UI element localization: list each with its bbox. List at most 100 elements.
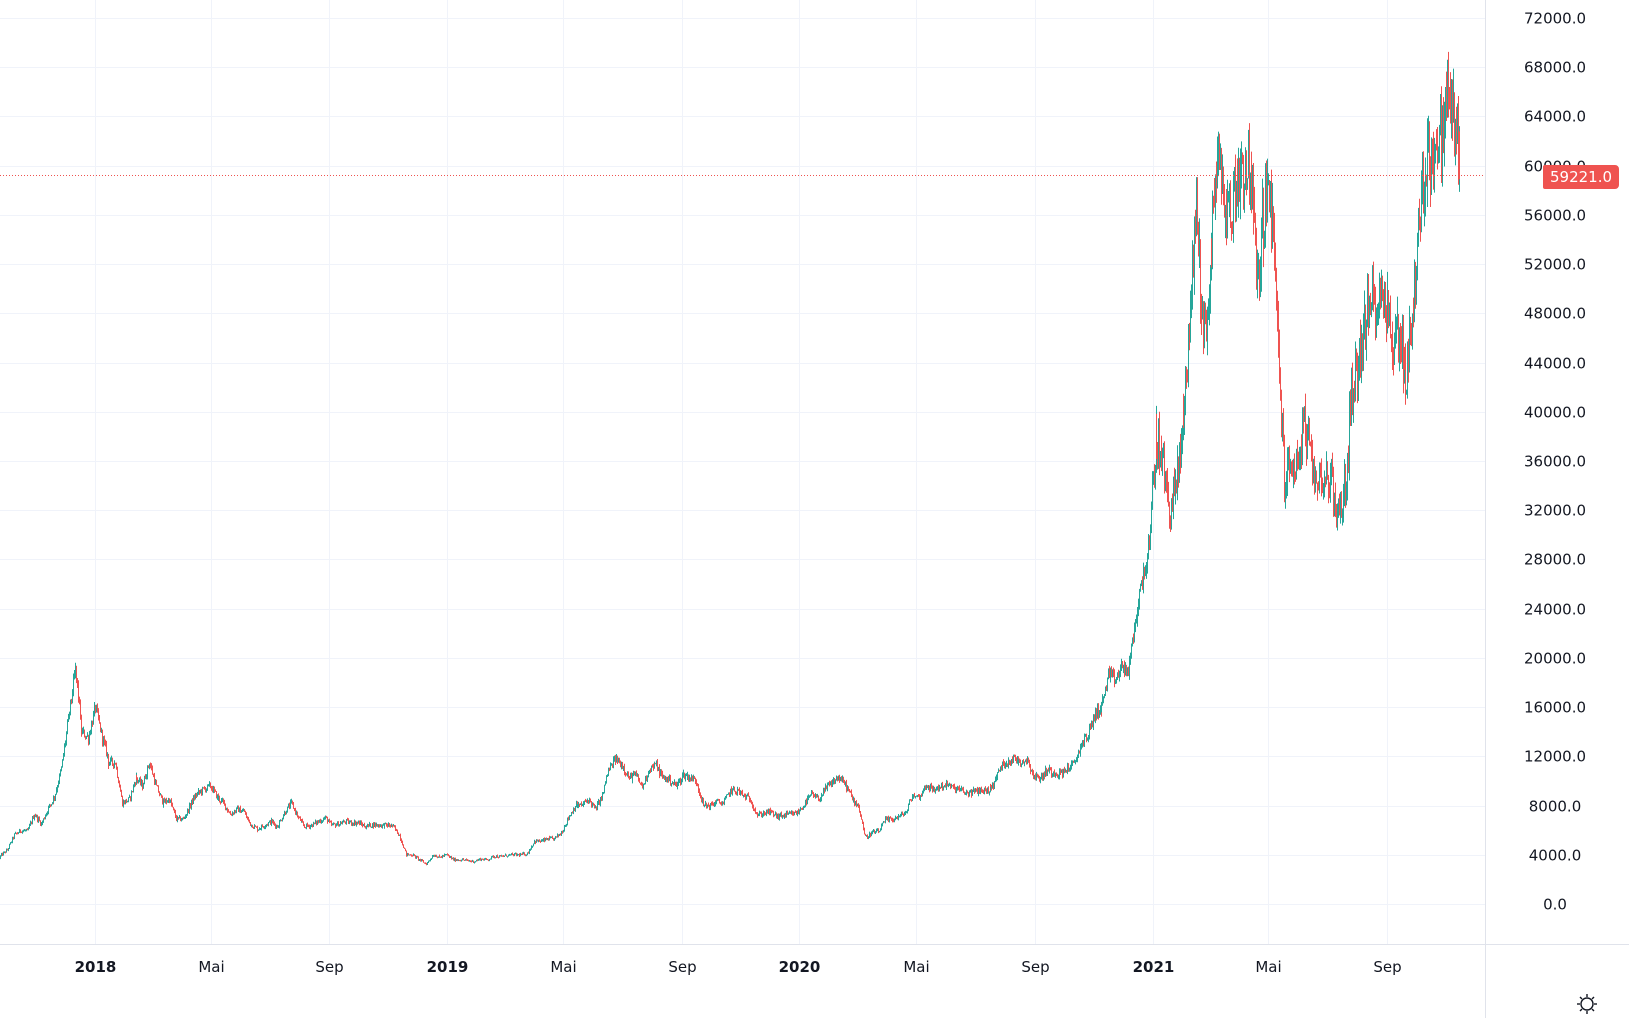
- candle: [167, 800, 168, 803]
- candle: [681, 778, 682, 785]
- candle: [739, 787, 740, 796]
- candle-body: [1291, 464, 1292, 466]
- candle: [116, 762, 117, 770]
- candle: [515, 852, 516, 855]
- candle: [998, 768, 999, 773]
- candle: [1260, 256, 1261, 298]
- time-tick-label: Sep: [315, 958, 343, 976]
- candle-body: [906, 812, 907, 814]
- candle-body: [984, 787, 985, 794]
- candle: [1448, 51, 1449, 118]
- candle: [1256, 227, 1257, 290]
- candle-body: [483, 859, 484, 861]
- time-tick-label: 2019: [427, 958, 469, 976]
- candle: [444, 853, 445, 857]
- candle: [312, 824, 313, 828]
- candle-body: [1103, 697, 1104, 700]
- candle-body: [474, 861, 475, 863]
- candle-body: [756, 812, 757, 815]
- candle: [276, 824, 277, 830]
- candle-body: [638, 775, 639, 780]
- candle-body: [108, 753, 109, 760]
- candle: [1131, 643, 1132, 659]
- candle-body: [212, 788, 213, 792]
- candle-body: [1098, 706, 1099, 716]
- candle-body: [182, 818, 183, 820]
- candle-body: [865, 834, 866, 836]
- time-axis[interactable]: 2018 Mai Sep 2019 Mai Sep 2020 Mai Sep 2021 Mai Sep: [75, 958, 1402, 976]
- candle: [518, 854, 519, 856]
- candle: [771, 809, 772, 814]
- candle: [614, 755, 615, 762]
- candle-body: [1056, 773, 1057, 776]
- candle: [1396, 316, 1397, 344]
- candle: [780, 812, 781, 817]
- candle-body: [1233, 182, 1234, 233]
- candle-body: [913, 795, 914, 797]
- candle: [557, 833, 558, 838]
- candle: [106, 740, 107, 757]
- candle: [198, 788, 199, 795]
- candle-body: [367, 824, 368, 828]
- candle: [1154, 464, 1155, 488]
- candle: [49, 803, 50, 808]
- candle: [1012, 756, 1013, 764]
- candle-body: [408, 853, 409, 856]
- candle: [1267, 158, 1268, 223]
- candle: [1076, 757, 1077, 763]
- candle: [903, 813, 904, 817]
- candle: [487, 859, 488, 861]
- candle: [1104, 694, 1105, 699]
- candle-body: [43, 818, 44, 822]
- candle-body: [1176, 483, 1177, 486]
- candle-body: [1077, 754, 1078, 760]
- candle: [738, 788, 739, 791]
- candle-body: [1258, 260, 1259, 262]
- candle-body: [557, 834, 558, 837]
- candle-body: [294, 808, 295, 810]
- candle-body: [1298, 455, 1299, 466]
- candle-body: [952, 785, 953, 787]
- candle-body: [668, 777, 669, 782]
- candle: [1017, 755, 1018, 764]
- candle-body: [736, 791, 737, 794]
- candle-body: [292, 800, 293, 804]
- candle: [1183, 393, 1184, 429]
- candle: [52, 802, 53, 805]
- candle-body: [467, 859, 468, 861]
- candle-body: [1152, 483, 1153, 509]
- candle: [251, 824, 252, 828]
- candle: [1273, 206, 1274, 243]
- candle: [1400, 323, 1401, 365]
- candle: [764, 810, 765, 816]
- candle: [1022, 760, 1023, 765]
- candle-body: [26, 829, 27, 831]
- candle-body: [210, 783, 211, 788]
- candle-body: [1059, 769, 1060, 777]
- candle: [378, 824, 379, 828]
- candle: [636, 770, 637, 777]
- candle: [1178, 456, 1179, 488]
- candle-body: [1281, 398, 1282, 426]
- candle-body: [609, 769, 610, 771]
- candle-body: [131, 791, 132, 800]
- candle-body: [584, 800, 585, 804]
- candle-body: [1381, 288, 1382, 306]
- candle: [1359, 338, 1360, 381]
- candle: [554, 837, 555, 841]
- candle-body: [702, 799, 703, 802]
- candle: [533, 843, 534, 847]
- price-axis[interactable]: 72000.068000.064000.060000.056000.052000…: [1524, 10, 1586, 914]
- settings-button[interactable]: [1575, 992, 1599, 1016]
- candle-body: [922, 792, 923, 797]
- candle: [326, 815, 327, 819]
- candle-body: [39, 818, 40, 821]
- candle: [667, 776, 668, 783]
- candle-body: [168, 799, 169, 802]
- candle: [616, 754, 617, 763]
- time-tick-label: 2021: [1133, 958, 1175, 976]
- candle: [889, 816, 890, 823]
- candle-body: [503, 856, 504, 858]
- candle: [100, 722, 101, 733]
